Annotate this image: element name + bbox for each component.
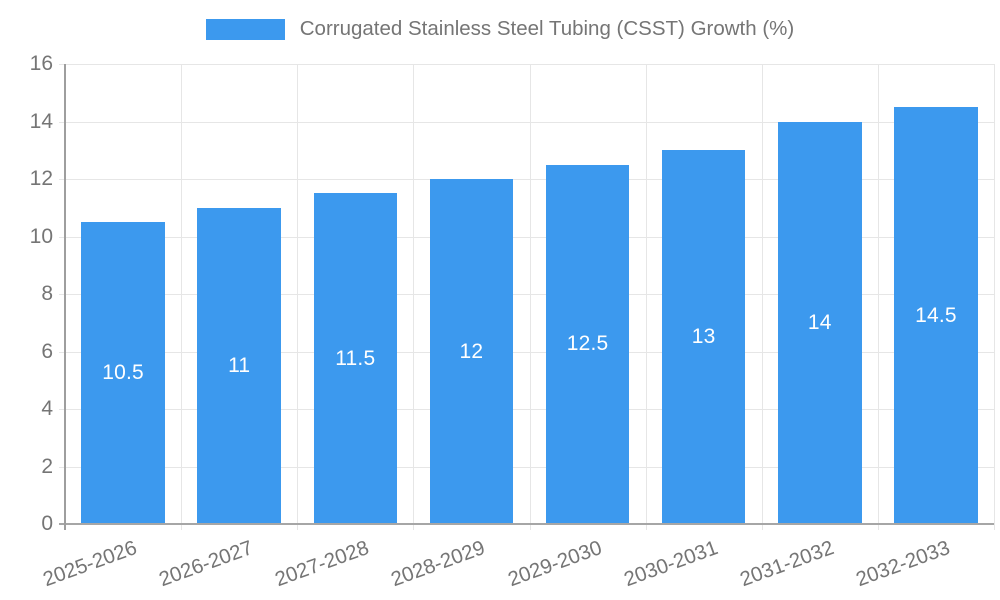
bar-value-label: 14.5 <box>915 303 957 327</box>
x-gridline <box>994 64 995 530</box>
x-tick-label: 2030-2031 <box>620 536 721 592</box>
y-gridline <box>59 64 994 65</box>
bar-value-label: 12 <box>459 339 484 363</box>
y-tick-label: 2 <box>41 454 53 478</box>
y-tick-label: 16 <box>29 52 53 75</box>
bar-value-label: 14 <box>807 310 832 334</box>
x-tick-label: 2027-2028 <box>272 536 373 592</box>
y-tick-label: 4 <box>41 397 53 420</box>
bar[interactable]: 14.5 <box>894 107 978 524</box>
y-gridline <box>59 294 994 295</box>
bars-layer: 10.5 11 11.5 12 12.5 13 14 14.5 <box>65 64 994 524</box>
bar[interactable]: 11.5 <box>313 193 398 524</box>
y-gridline <box>59 409 994 410</box>
y-tick-label: 14 <box>29 109 53 133</box>
x-gridline <box>877 64 879 530</box>
x-tick-label: 2026-2027 <box>156 536 257 592</box>
y-gridline <box>59 466 994 468</box>
x-gridline <box>413 64 415 530</box>
bar[interactable]: 10.5 <box>81 222 165 524</box>
bar-value-label: 11 <box>228 353 251 377</box>
y-tick-label: 6 <box>41 339 53 363</box>
bar-value-label: 11.5 <box>335 346 376 370</box>
x-tick-label: 2029-2030 <box>504 536 605 592</box>
x-gridline <box>529 64 531 530</box>
bar[interactable]: 14 <box>778 121 862 524</box>
x-tick-label: 2032-2033 <box>852 536 953 592</box>
y-gridline <box>59 351 994 353</box>
x-gridline <box>645 64 647 530</box>
bar[interactable]: 11 <box>197 207 281 524</box>
x-tick-label: 2028-2029 <box>388 536 489 592</box>
y-tick-label: 0 <box>41 512 53 535</box>
bar[interactable]: 12 <box>429 179 514 524</box>
y-tick-label: 8 <box>41 282 53 305</box>
x-gridline <box>761 64 763 530</box>
y-gridline <box>59 121 994 123</box>
bar-value-label: 12.5 <box>566 332 609 356</box>
y-gridline <box>59 236 994 238</box>
x-tick-label: 2031-2032 <box>736 536 837 592</box>
bar-value-label: 10.5 <box>102 361 144 385</box>
y-tick-label: 12 <box>29 167 53 190</box>
plot-area: 10.5 11 11.5 12 12.5 13 14 14.5 2025-2026 2026-2… <box>30 52 995 591</box>
y-gridline <box>59 179 994 180</box>
x-tick-label: 2025-2026 <box>39 536 140 592</box>
x-axis-line <box>59 523 994 525</box>
legend-swatch-icon <box>205 18 285 40</box>
y-tick-label: 10 <box>29 224 53 248</box>
legend-label: Corrugated Stainless Steel Tubing (CSST)… <box>299 17 795 40</box>
legend[interactable]: Corrugated Stainless Steel Tubing (CSST)… <box>0 17 1000 41</box>
bar[interactable]: 13 <box>661 150 746 524</box>
x-gridline <box>297 64 299 530</box>
x-gridline <box>181 64 183 530</box>
bar[interactable]: 12.5 <box>545 164 630 524</box>
y-axis-line <box>64 64 66 530</box>
x-axis-labels: 2025-2026 2026-2027 2027-2028 2028-2029 2029… <box>40 524 994 600</box>
bar-value-label: 13 <box>691 325 716 349</box>
